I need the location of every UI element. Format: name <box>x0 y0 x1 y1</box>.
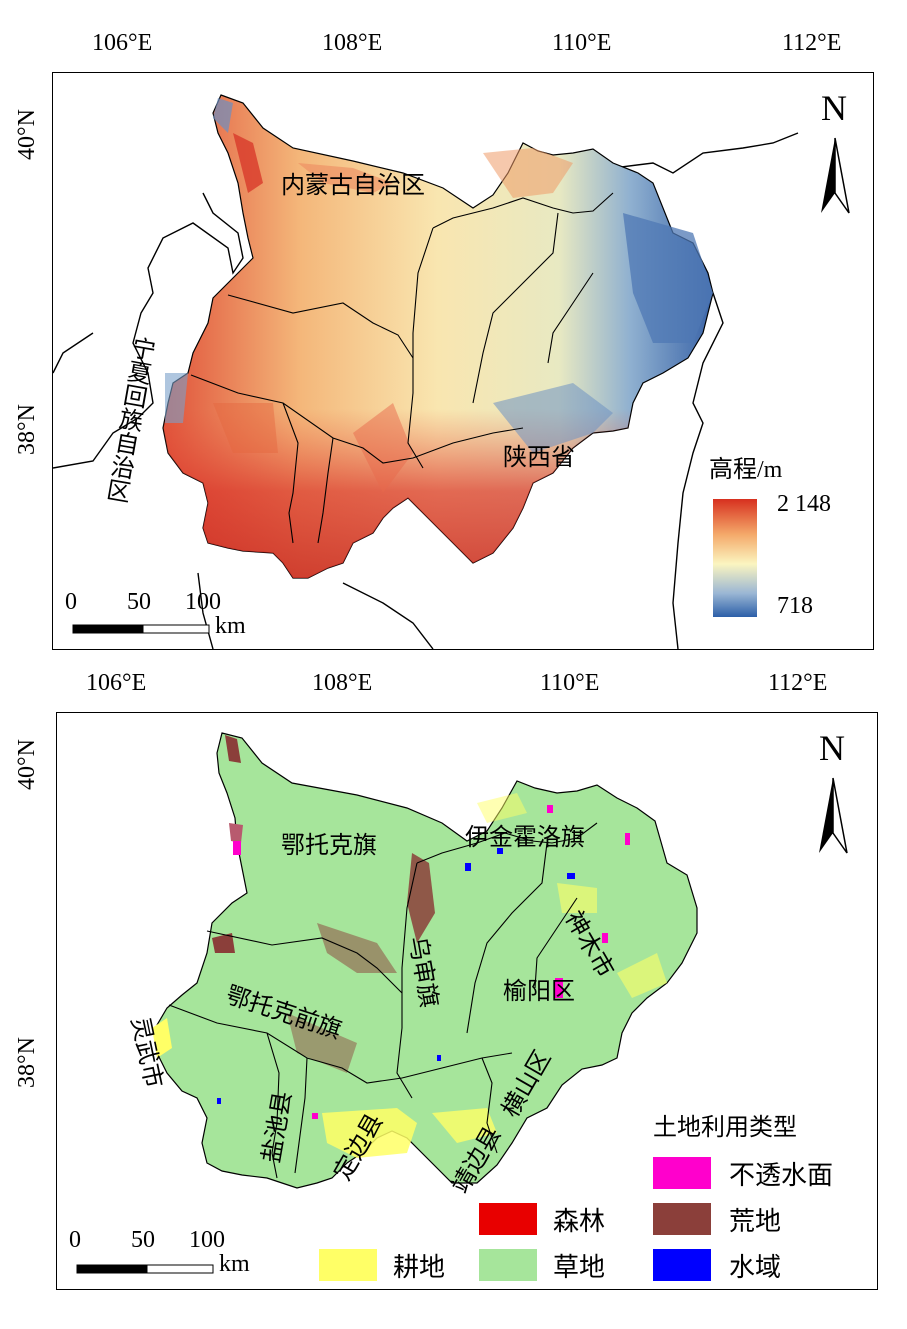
legend-label-cropland: 耕地 <box>393 1253 446 1282</box>
elevation-map <box>53 94 850 649</box>
legend-label-grassland: 草地 <box>553 1253 606 1282</box>
county-boundaries-b <box>168 822 598 1179</box>
scale-tick-100: 100 <box>185 589 221 615</box>
legend-swatch-barren <box>653 1203 711 1235</box>
scale-tick-0-b: 0 <box>69 1227 81 1253</box>
legend-swatch-water <box>653 1249 711 1281</box>
elevation-map-panel: N 内蒙古自治区 宁夏回族自治区 陕西省 高程/m 2 148 718 0 50… <box>52 72 874 650</box>
scale-tick-0: 0 <box>65 589 77 615</box>
north-arrow-label-b: N <box>819 728 845 768</box>
landuse-map <box>76 732 848 1274</box>
region-label-yuyang: 榆阳区 <box>503 979 575 1005</box>
region-label-etuoke: 鄂托克旗 <box>281 833 377 859</box>
legend-swatch-cropland <box>319 1249 377 1281</box>
legend-swatch-impervious <box>653 1157 711 1189</box>
landuse-legend-title: 土地利用类型 <box>653 1115 797 1141</box>
lon-tick-110: 110°E <box>552 30 612 56</box>
lat-tick-40-b: 40°N <box>14 739 40 790</box>
scale-tick-50-b: 50 <box>131 1227 155 1253</box>
lat-tick-38: 38°N <box>14 404 40 455</box>
elevation-legend-title: 高程/m <box>709 457 783 483</box>
legend-swatch-grassland <box>479 1249 537 1281</box>
water-patches <box>217 848 575 1104</box>
elevation-legend-ramp <box>713 499 757 617</box>
county-boundaries <box>190 192 614 544</box>
lat-tick-40: 40°N <box>14 109 40 160</box>
elevation-legend-min: 718 <box>777 593 813 619</box>
north-arrow-icon-b <box>819 777 848 854</box>
scale-tick-50: 50 <box>127 589 151 615</box>
study-area-landuse <box>156 732 698 1189</box>
region-label-shaanxi: 陕西省 <box>503 445 575 471</box>
cropland-patches <box>152 793 667 1158</box>
scale-bar-b <box>76 1264 214 1274</box>
legend-label-forest: 森林 <box>553 1207 606 1236</box>
lat-tick-38-b: 38°N <box>14 1037 40 1088</box>
lon-tick-108-b: 108°E <box>312 670 373 696</box>
impervious-patches <box>233 805 630 1119</box>
lon-tick-110-b: 110°E <box>540 670 600 696</box>
legend-label-barren: 荒地 <box>729 1207 782 1236</box>
north-arrow-label: N <box>821 88 847 128</box>
lon-tick-108: 108°E <box>322 30 383 56</box>
landuse-map-panel: N 鄂托克旗 伊金霍洛旗 神木市 乌审旗 榆阳区 鄂托克前旗 定边县 盐池县 靖… <box>56 712 878 1290</box>
legend-swatch-forest <box>479 1203 537 1235</box>
lon-tick-106: 106°E <box>92 30 153 56</box>
legend-label-impervious: 不透水面 <box>729 1161 834 1190</box>
region-label-yijinhuoluo: 伊金霍洛旗 <box>465 825 585 851</box>
lon-tick-112: 112°E <box>782 30 842 56</box>
scale-unit-b: km <box>219 1251 250 1277</box>
scale-bar <box>72 624 210 634</box>
elevation-legend-max: 2 148 <box>777 491 831 517</box>
scale-unit: km <box>215 613 246 639</box>
legend-label-water: 水域 <box>729 1253 782 1282</box>
lon-tick-112-b: 112°E <box>768 670 828 696</box>
lon-tick-106-b: 106°E <box>86 670 147 696</box>
scale-tick-100-b: 100 <box>189 1227 225 1253</box>
region-label-inner-mongolia: 内蒙古自治区 <box>281 173 425 199</box>
north-arrow-icon <box>821 137 850 214</box>
